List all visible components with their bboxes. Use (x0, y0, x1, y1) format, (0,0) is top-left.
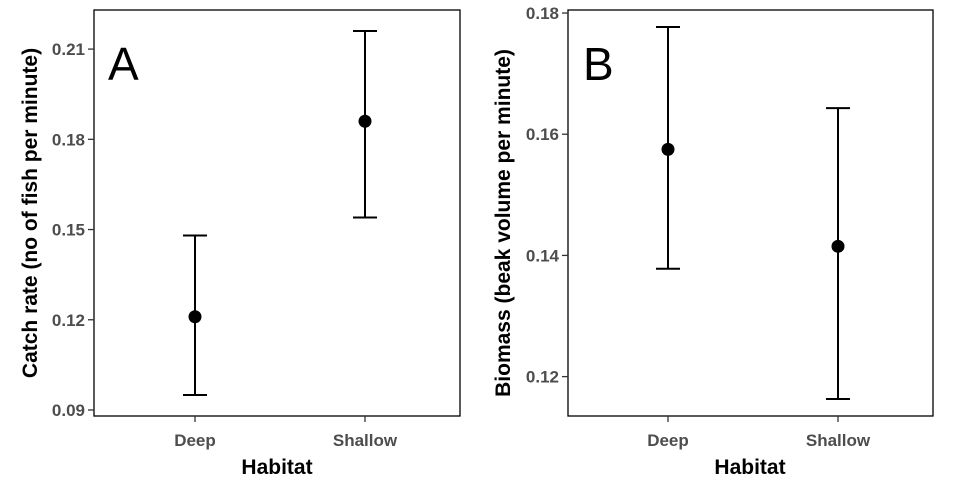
panel-a-plot-border (93, 9, 461, 417)
panel-b-data-point (831, 239, 845, 253)
panel-a-label: A (108, 38, 139, 90)
panel-a-x-tick-label: Shallow (333, 431, 398, 450)
panel-b-y-tick-label: 0.12 (526, 368, 559, 387)
panel-a-marks (183, 30, 377, 396)
panel-b-y-tick-label: 0.18 (526, 4, 559, 23)
panel-a-x-axis-title: Habitat (241, 456, 312, 479)
panel-b-error-bar (826, 107, 850, 401)
panel-a-data-point (358, 114, 372, 128)
panel-a-y-axis-title: Catch rate (no of fish per minute) (19, 48, 42, 378)
panel-b-x-tick-label: Deep (647, 431, 689, 450)
panel-b-data-point (661, 142, 675, 156)
panel-a-data-point (188, 310, 202, 324)
panel-b-x-axis-title: Habitat (714, 456, 785, 479)
panel-b-y-tick-label: 0.14 (526, 246, 560, 265)
panel-a-y-tick-label: 0.18 (52, 130, 85, 149)
panel-a-y-tick-label: 0.09 (52, 401, 85, 420)
panel-a-y-ticks: 0.09 0.12 0.15 0.18 0.21 (52, 40, 94, 420)
panel-b-y-ticks: 0.12 0.14 0.16 0.18 (526, 4, 568, 387)
panel-b-x-tick-label: Shallow (806, 431, 871, 450)
panel-b-marks (656, 25, 850, 401)
panel-b-chart: B 0.12 0.14 0.16 0.18 Deep Shallow Habitat B… (492, 4, 934, 479)
panel-a-chart: A 0.09 0.12 0.15 0.18 0.21 Deep Shallow Habit… (19, 9, 461, 479)
panel-a-y-tick-label: 0.12 (52, 311, 85, 330)
panel-b-plot-border (567, 9, 934, 417)
panel-b-y-axis-title: Biomass (beak volume per minute) (492, 49, 515, 397)
panel-a-x-tick-label: Deep (174, 431, 216, 450)
panel-b-y-tick-label: 0.16 (526, 125, 559, 144)
panel-a-y-tick-label: 0.15 (52, 221, 85, 240)
panel-b-x-ticks: Deep Shallow (647, 416, 871, 450)
panel-b-label: B (583, 38, 614, 90)
panel-a-x-ticks: Deep Shallow (174, 416, 398, 450)
panel-a-y-tick-label: 0.21 (52, 40, 85, 59)
